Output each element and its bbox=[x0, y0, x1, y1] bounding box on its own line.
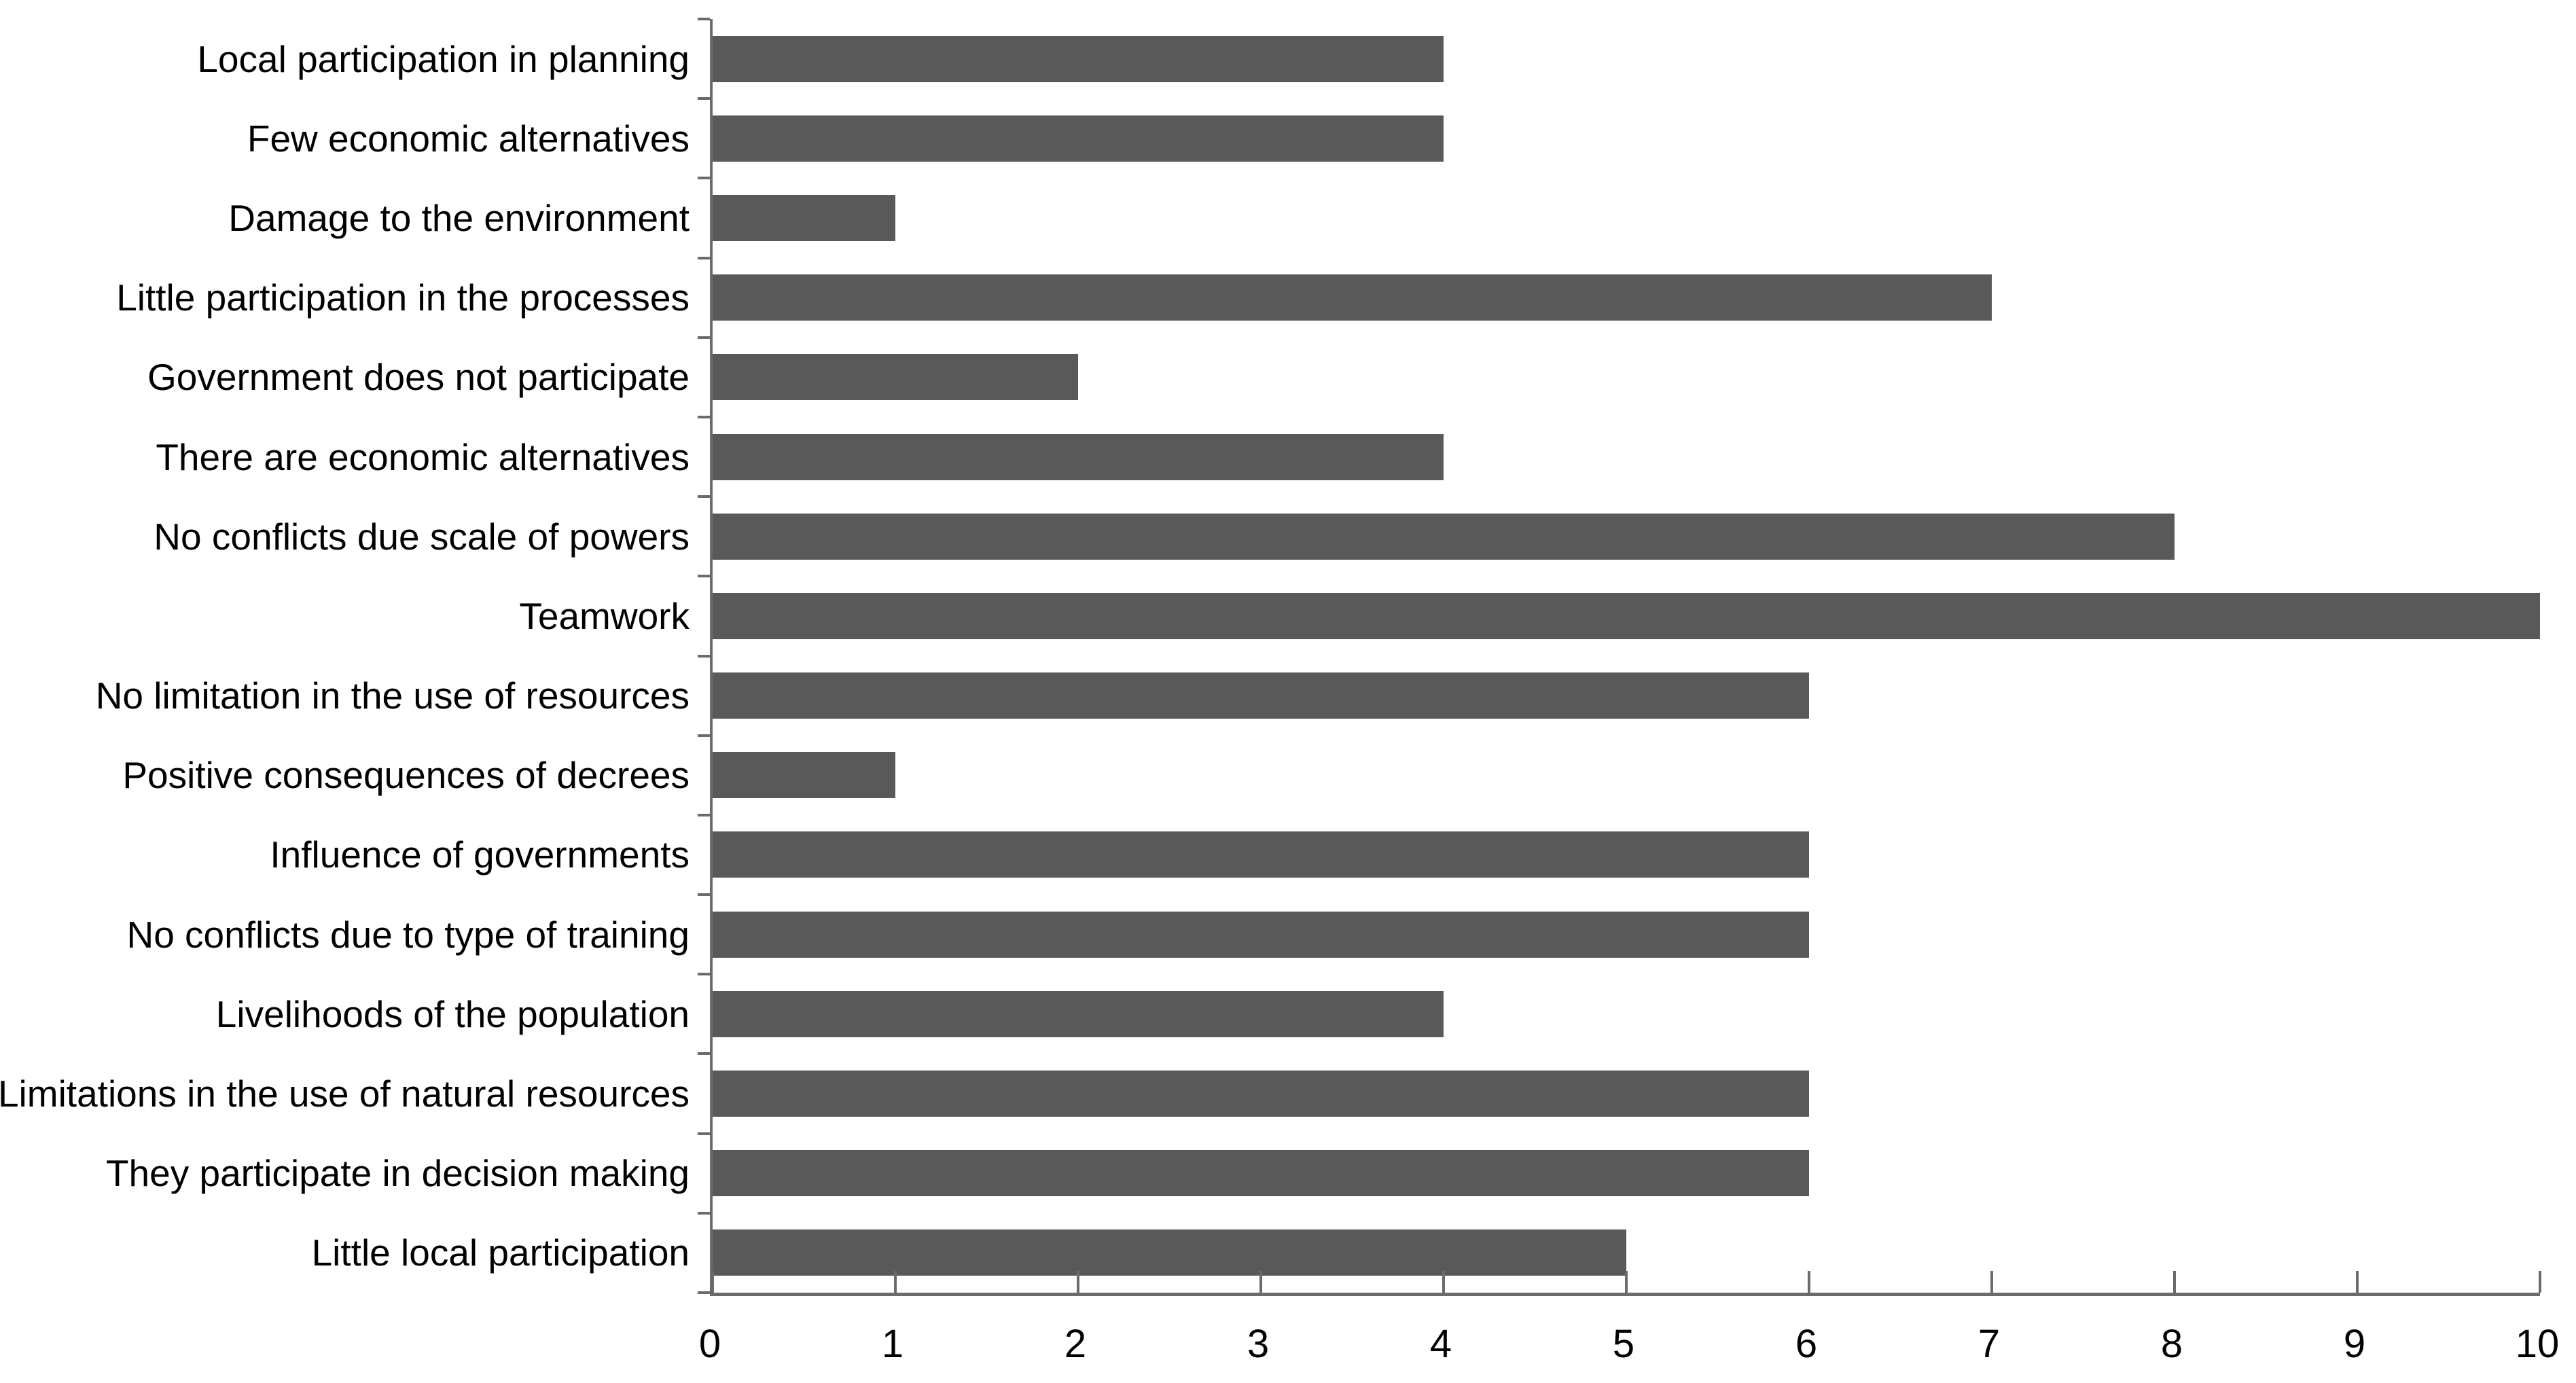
table-row: Local participation in planning bbox=[197, 19, 2540, 98]
category-label: No conflicts due scale of powers bbox=[154, 515, 690, 558]
category-label: There are economic alternatives bbox=[156, 435, 690, 478]
table-row: No conflicts due to type of training bbox=[126, 895, 2540, 974]
bar-rows: Local participation in planning Few econo… bbox=[0, 19, 2540, 1293]
x-tick-mark bbox=[1625, 1271, 1628, 1293]
bar bbox=[713, 35, 1444, 82]
x-tick-label: 6 bbox=[1795, 1322, 1818, 1366]
y-tick-mark bbox=[698, 734, 710, 737]
y-tick-mark bbox=[698, 813, 710, 816]
x-tick-mark bbox=[2356, 1271, 2359, 1293]
x-tick-label: 3 bbox=[1247, 1322, 1270, 1366]
category-label: Influence of governments bbox=[270, 833, 690, 876]
y-tick-mark bbox=[698, 495, 710, 499]
bar bbox=[713, 433, 1444, 480]
y-tick-mark bbox=[698, 1052, 710, 1056]
table-row: No conflicts due scale of powers bbox=[154, 497, 2540, 576]
table-row: They participate in decision making bbox=[106, 1134, 2540, 1213]
table-row: Teamwork bbox=[519, 576, 2540, 655]
bar bbox=[713, 274, 1992, 321]
y-tick-mark bbox=[698, 415, 710, 418]
table-row: Few economic alternatives bbox=[247, 98, 2540, 178]
x-tick-mark bbox=[2173, 1271, 2176, 1293]
bar bbox=[713, 990, 1444, 1037]
bar bbox=[713, 1150, 1809, 1197]
category-label: Few economic alternatives bbox=[247, 117, 690, 160]
x-tick-label: 1 bbox=[881, 1322, 904, 1366]
bar bbox=[713, 592, 2540, 639]
x-tick-label: 8 bbox=[2160, 1322, 2183, 1366]
x-tick-label: 4 bbox=[1429, 1322, 1452, 1366]
category-label: Teamwork bbox=[519, 594, 690, 637]
bar bbox=[713, 752, 895, 799]
y-tick-mark bbox=[698, 973, 710, 976]
x-tick-mark bbox=[894, 1271, 897, 1293]
table-row: No limitation in the use of resources bbox=[96, 656, 2540, 736]
category-label: Positive consequences of decrees bbox=[122, 754, 690, 797]
x-tick-label: 0 bbox=[698, 1322, 721, 1366]
x-tick-label: 2 bbox=[1064, 1322, 1087, 1366]
x-tick-mark bbox=[2539, 1271, 2541, 1293]
bar bbox=[713, 831, 1809, 878]
x-tick-label: 7 bbox=[1978, 1322, 2001, 1366]
y-tick-mark bbox=[698, 256, 710, 259]
table-row: There are economic alternatives bbox=[156, 417, 2540, 497]
category-label: Little participation in the processes bbox=[116, 276, 690, 319]
x-tick-mark bbox=[1077, 1271, 1079, 1293]
table-row: Limitations in the use of natural resour… bbox=[0, 1054, 2540, 1133]
bar bbox=[713, 513, 2175, 560]
category-label: Little local participation bbox=[311, 1232, 690, 1274]
category-label: Damage to the environment bbox=[228, 196, 690, 239]
x-tick-mark bbox=[1442, 1271, 1445, 1293]
y-tick-mark bbox=[698, 1291, 710, 1294]
bar bbox=[713, 354, 1078, 401]
y-tick-mark bbox=[698, 18, 710, 20]
y-tick-mark bbox=[698, 336, 710, 339]
category-label: Local participation in planning bbox=[197, 37, 690, 80]
table-row: Positive consequences of decrees bbox=[122, 736, 2540, 815]
table-row: Government does not participate bbox=[147, 338, 2540, 417]
bar bbox=[713, 194, 895, 241]
bar bbox=[713, 1071, 1809, 1117]
bar bbox=[713, 115, 1444, 162]
category-label: Government does not participate bbox=[147, 356, 690, 399]
y-tick-mark bbox=[698, 177, 710, 180]
category-label: Livelihoods of the population bbox=[215, 992, 690, 1035]
table-row: Livelihoods of the population bbox=[216, 974, 2540, 1054]
y-tick-mark bbox=[698, 1132, 710, 1135]
y-tick-mark bbox=[698, 1211, 710, 1215]
category-label: They participate in decision making bbox=[105, 1151, 690, 1194]
category-label: No limitation in the use of resources bbox=[95, 674, 690, 717]
bar bbox=[713, 672, 1809, 719]
table-row: Damage to the environment bbox=[228, 178, 2540, 257]
x-tick-mark bbox=[1990, 1271, 1993, 1293]
table-row: Little local participation bbox=[312, 1213, 2540, 1293]
y-tick-mark bbox=[698, 654, 710, 658]
table-row: Influence of governments bbox=[270, 815, 2540, 895]
bar bbox=[713, 1229, 1626, 1276]
x-tick-mark bbox=[1808, 1271, 1810, 1293]
x-tick-label: 10 bbox=[2515, 1322, 2560, 1366]
x-tick-label: 5 bbox=[1612, 1322, 1635, 1366]
x-tick-mark bbox=[1259, 1271, 1262, 1293]
y-tick-mark bbox=[698, 575, 710, 578]
category-label: Limitations in the use of natural resour… bbox=[0, 1072, 690, 1115]
bar bbox=[713, 911, 1809, 958]
x-tick-label: 9 bbox=[2343, 1322, 2366, 1366]
x-tick-mark bbox=[711, 1271, 714, 1293]
y-tick-mark bbox=[698, 97, 710, 101]
table-row: Little participation in the processes bbox=[116, 258, 2540, 338]
category-label: No conflicts due to type of training bbox=[126, 913, 690, 956]
plot-area: Local participation in planning Few econo… bbox=[0, 18, 2541, 1296]
y-tick-mark bbox=[698, 893, 710, 897]
